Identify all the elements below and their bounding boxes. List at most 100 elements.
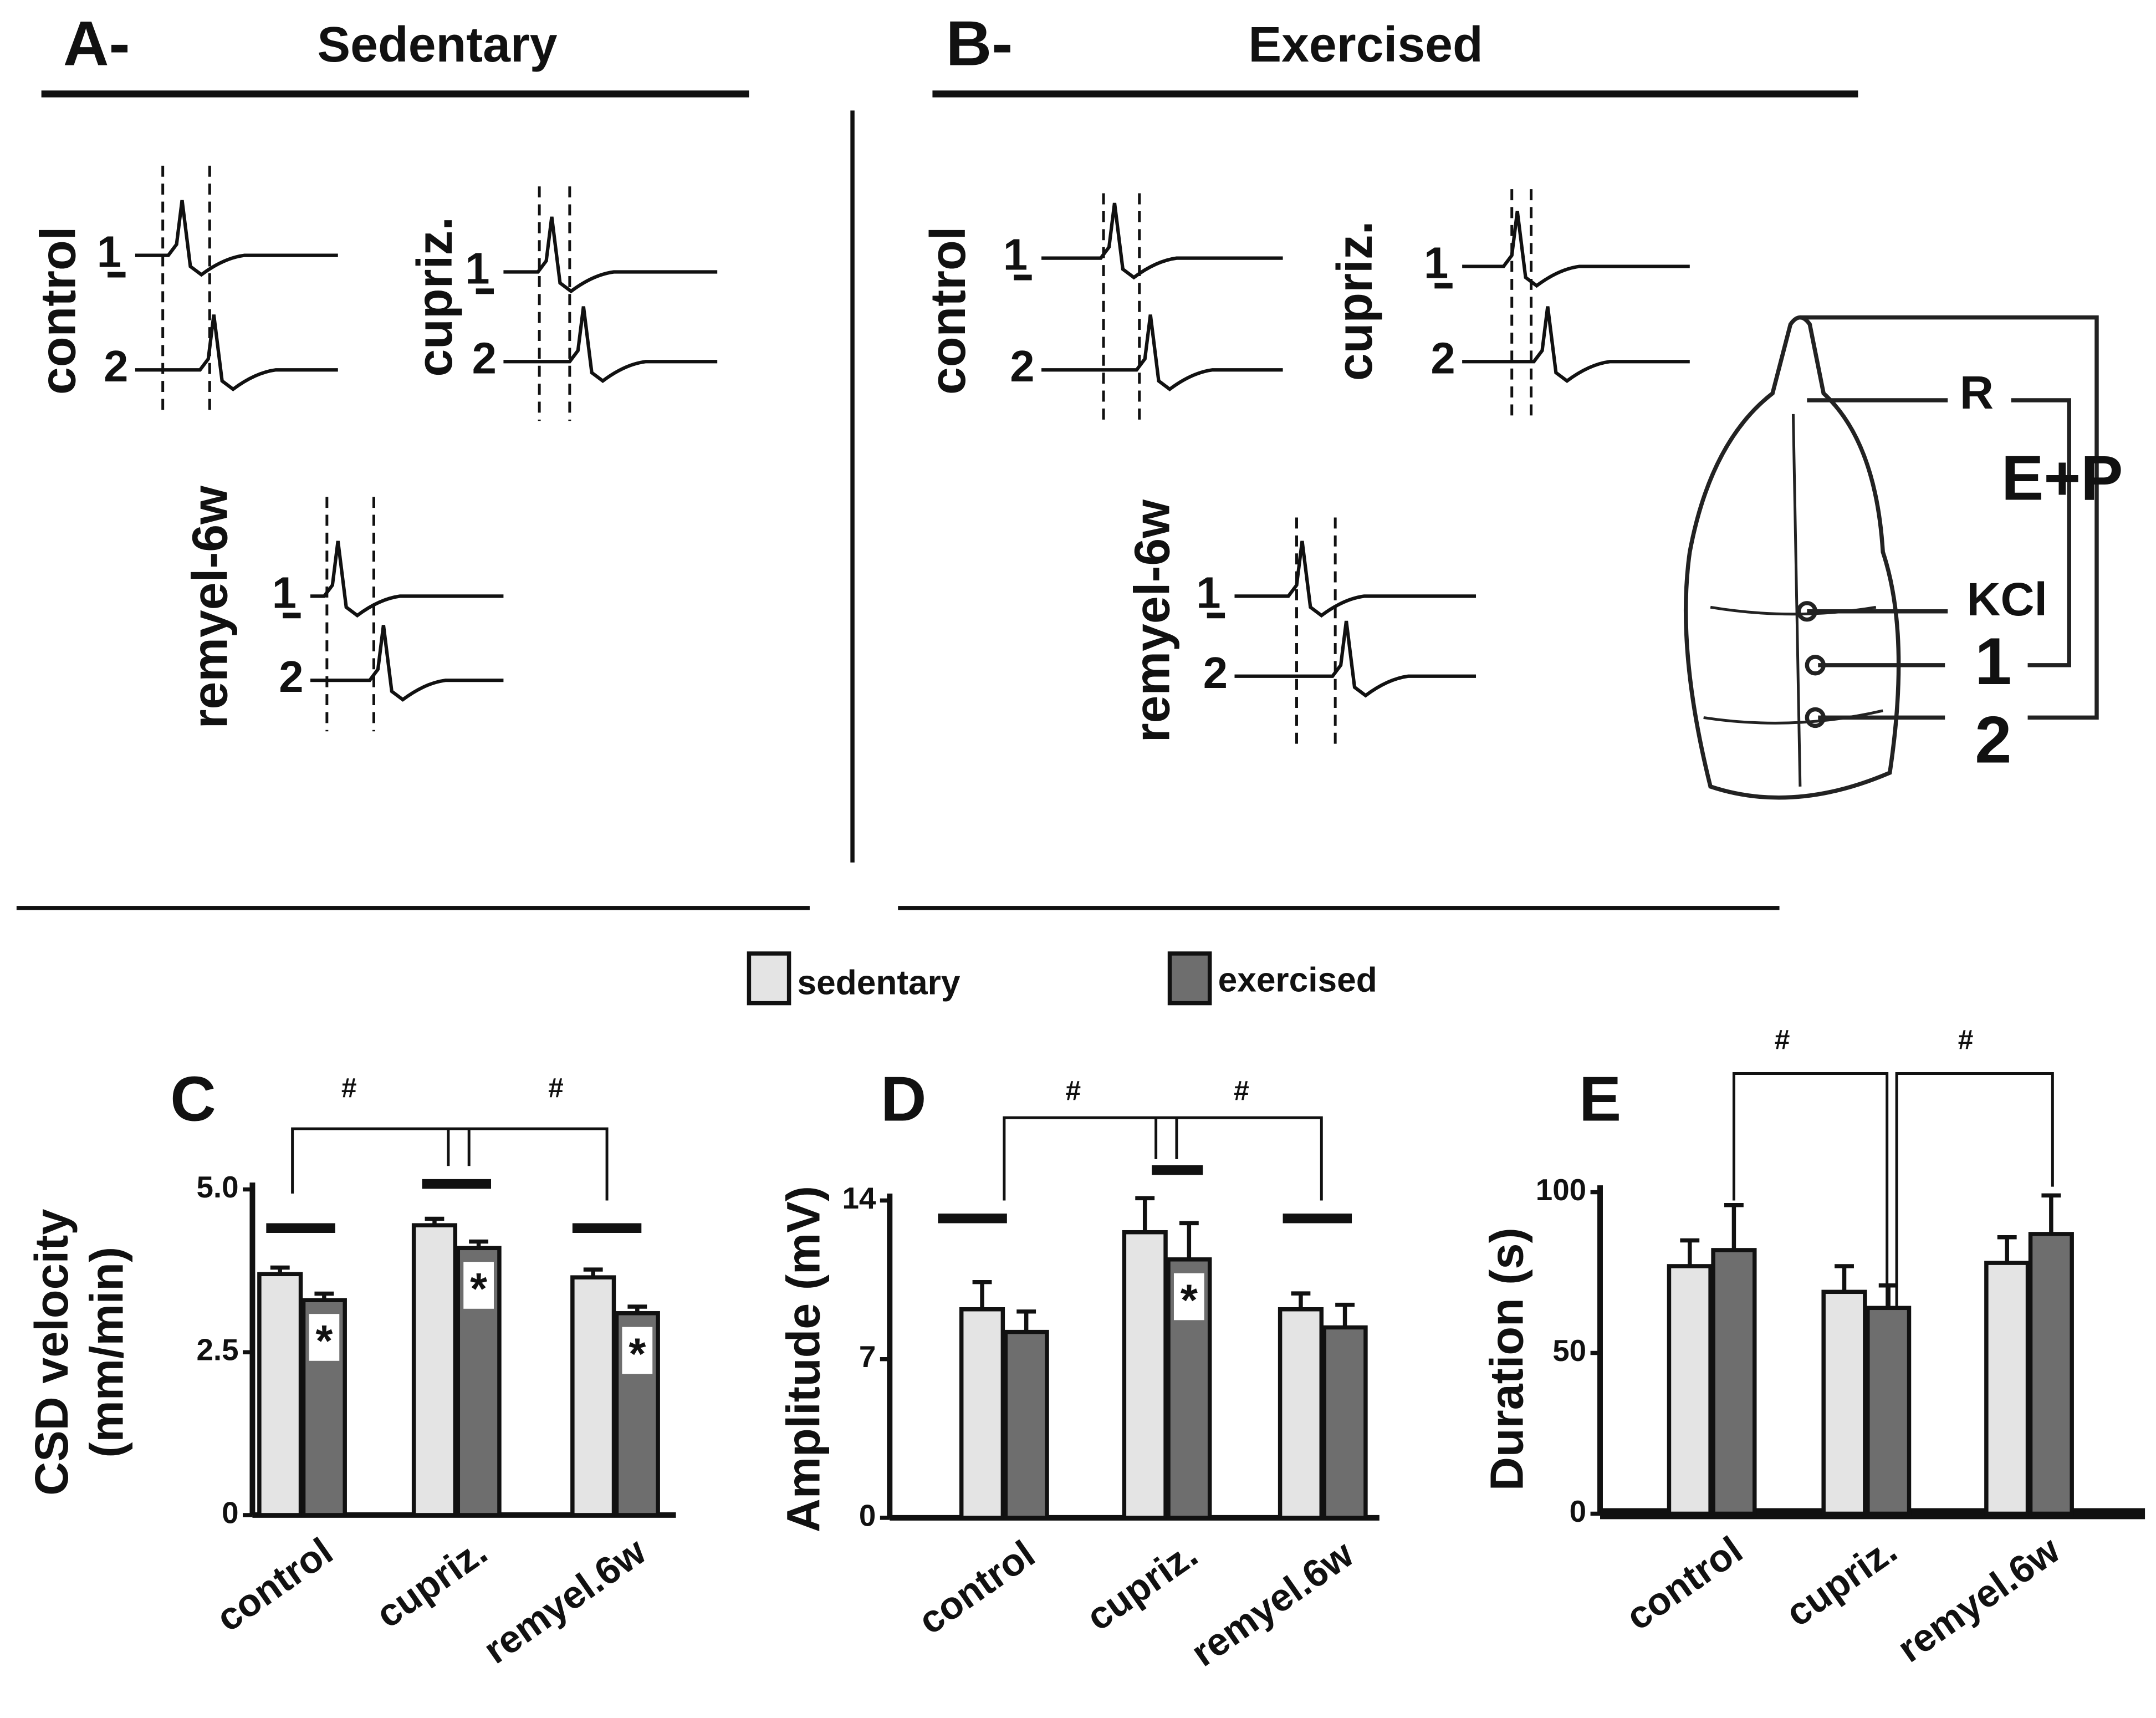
trace-row-label: 2 bbox=[1203, 648, 1228, 697]
y-tick-label: 5.0 bbox=[196, 1170, 238, 1204]
legend-swatch bbox=[747, 951, 791, 1006]
trace bbox=[135, 314, 338, 391]
trace bbox=[310, 625, 504, 702]
trace-group-label: control bbox=[920, 226, 975, 395]
y-axis-label: Amplitude (mV) bbox=[776, 1186, 829, 1532]
panel-letter: B- bbox=[946, 8, 1013, 79]
trace-group-label: remyel-6w bbox=[1124, 499, 1179, 743]
trace-row-label: 1 bbox=[272, 568, 297, 617]
x-tick-label: control bbox=[208, 1530, 340, 1640]
x-tick-label: control bbox=[911, 1532, 1043, 1643]
x-tick-label: remyel.6w bbox=[1183, 1532, 1361, 1675]
y-tick-label: 0 bbox=[859, 1498, 876, 1532]
trace-row-label: 1 bbox=[97, 227, 121, 277]
panel-letter: E bbox=[1579, 1063, 1621, 1134]
panel-letter: D bbox=[881, 1063, 927, 1134]
bar bbox=[2028, 1232, 2074, 1516]
bar bbox=[1711, 1248, 1757, 1516]
skull bbox=[1683, 315, 2099, 800]
legend-label: sedentary bbox=[798, 964, 961, 1002]
y-tick-label: 50 bbox=[1552, 1333, 1586, 1368]
annotation: # bbox=[341, 1073, 357, 1104]
trace bbox=[1234, 541, 1476, 618]
y-axis-label: (mm/min) bbox=[80, 1247, 132, 1458]
skull-label: 1 bbox=[1975, 625, 2011, 699]
trace-row-label: 2 bbox=[279, 652, 303, 701]
panel-letter: A- bbox=[63, 8, 130, 79]
star-box bbox=[1173, 1273, 1204, 1321]
trace bbox=[135, 200, 338, 277]
bar bbox=[1866, 1306, 1912, 1516]
trace bbox=[1234, 620, 1476, 698]
legend-swatch bbox=[1167, 951, 1212, 1006]
trace-row-label: 2 bbox=[104, 341, 128, 391]
trace-group-label: cupriz. bbox=[407, 217, 462, 377]
y-tick-label: 2.5 bbox=[196, 1333, 238, 1367]
trace-group-label: remyel-6w bbox=[182, 486, 237, 729]
significance-bracket bbox=[938, 1165, 1352, 1223]
trace bbox=[1462, 211, 1690, 288]
trace bbox=[503, 306, 718, 384]
trace-row-label: 1 bbox=[1196, 568, 1220, 617]
bar bbox=[1278, 1307, 1324, 1520]
bar bbox=[1984, 1261, 2030, 1516]
trace-group-label: control bbox=[30, 226, 86, 395]
trace-row-label: 2 bbox=[1430, 333, 1455, 383]
y-tick-label: 7 bbox=[859, 1339, 876, 1374]
bar bbox=[257, 1272, 303, 1517]
panel-title: Exercised bbox=[1248, 17, 1483, 72]
x-tick-label: cupriz. bbox=[368, 1530, 495, 1637]
trace bbox=[1041, 202, 1283, 280]
annotation: # bbox=[1775, 1024, 1790, 1055]
star: * bbox=[1181, 1275, 1198, 1324]
y-tick-label: 0 bbox=[222, 1495, 238, 1530]
star-box bbox=[622, 1327, 653, 1374]
panel-letter: C bbox=[170, 1063, 216, 1134]
trace-row-label: 1 bbox=[1424, 238, 1448, 288]
annotation: # bbox=[1065, 1075, 1081, 1106]
skull-label: 2 bbox=[1975, 703, 2011, 777]
y-tick-label: 14 bbox=[842, 1181, 876, 1215]
trace-row-label: 2 bbox=[1010, 341, 1034, 391]
trace bbox=[1041, 314, 1283, 391]
x-tick-label: remyel.6w bbox=[476, 1529, 653, 1672]
trace-row-label: 2 bbox=[472, 333, 497, 383]
trace bbox=[1462, 306, 1690, 384]
trace bbox=[310, 541, 504, 618]
annotation: # bbox=[548, 1073, 564, 1104]
annotation: # bbox=[1958, 1024, 1974, 1055]
star: * bbox=[315, 1316, 333, 1365]
bar bbox=[570, 1275, 616, 1517]
trace-row-label: 1 bbox=[1003, 230, 1028, 279]
x-tick-label: cupriz. bbox=[1079, 1532, 1205, 1639]
star: * bbox=[629, 1329, 646, 1378]
bar bbox=[411, 1223, 458, 1517]
skull-label: KCl bbox=[1966, 573, 2047, 625]
star-box bbox=[463, 1262, 494, 1309]
legend-label: exercised bbox=[1218, 961, 1377, 1000]
y-tick-label: 100 bbox=[1536, 1172, 1586, 1207]
bar bbox=[1821, 1289, 1867, 1516]
trace bbox=[503, 216, 718, 294]
y-axis-label: Duration (s) bbox=[1480, 1227, 1533, 1491]
panel-title: Sedentary bbox=[317, 17, 557, 72]
bar bbox=[1122, 1230, 1168, 1520]
significance-bracket bbox=[1003, 1116, 1323, 1201]
significance-bracket bbox=[291, 1127, 609, 1201]
significance-bracket bbox=[266, 1179, 642, 1233]
annotation: # bbox=[1234, 1075, 1249, 1106]
bar bbox=[1667, 1264, 1713, 1516]
x-tick-label: remyel.6w bbox=[1889, 1528, 2067, 1671]
star: * bbox=[470, 1264, 487, 1313]
y-axis-label: CSD velocity bbox=[25, 1209, 78, 1496]
trace-group-label: cupriz. bbox=[1327, 221, 1382, 381]
bar bbox=[959, 1307, 1005, 1520]
x-tick-label: control bbox=[1618, 1528, 1750, 1638]
y-tick-label: 0 bbox=[1570, 1494, 1586, 1528]
trace-row-label: 1 bbox=[465, 244, 489, 293]
skull-label: R bbox=[1960, 366, 1994, 419]
bar bbox=[1322, 1325, 1368, 1520]
star-box bbox=[309, 1314, 340, 1361]
x-tick-label: cupriz. bbox=[1778, 1528, 1905, 1635]
